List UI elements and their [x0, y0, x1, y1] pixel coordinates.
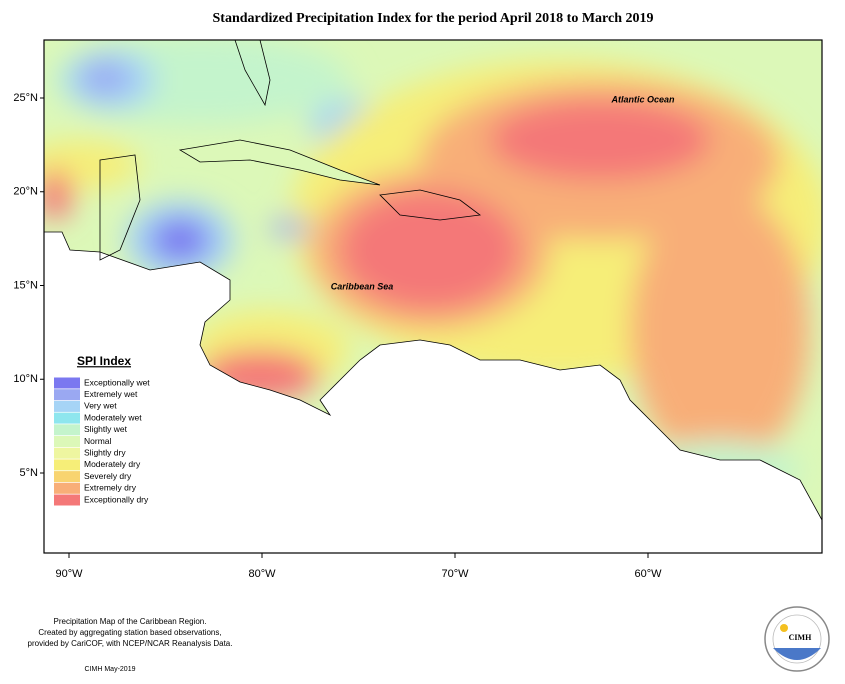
lon-tick-label: 90°W [55, 568, 83, 580]
legend: SPI Index Exceptionally wet Extremely wet… [54, 354, 150, 506]
legend-label: Extremely dry [84, 483, 137, 493]
legend-swatch [54, 436, 80, 447]
legend-label: Slightly wet [84, 424, 128, 434]
lat-tick-label: 15°N [13, 279, 38, 291]
footer-line: provided by CariCOF, with NCEP/NCAR Rean… [28, 639, 233, 648]
map-frame [43, 39, 823, 554]
footer-line: Precipitation Map of the Caribbean Regio… [54, 617, 207, 626]
lat-tick-label: 25°N [13, 92, 38, 104]
lat-tick-label: 20°N [13, 186, 38, 198]
legend-swatch [54, 389, 80, 401]
legend-label: Extremely wet [84, 389, 138, 399]
lat-tick-label: 10°N [13, 373, 38, 385]
legend-swatch [54, 459, 80, 471]
spi-field [44, 40, 822, 553]
lat-tick-label: 5°N [20, 467, 39, 479]
legend-label: Normal [84, 436, 112, 446]
legend-swatch [54, 447, 80, 459]
logo: CIMH [764, 606, 830, 672]
ocean-label: Atlantic Ocean [610, 94, 675, 104]
lon-tick-label: 60°W [634, 568, 662, 580]
lon-tick-label: 70°W [441, 568, 469, 580]
legend-swatch [54, 471, 80, 483]
lon-tick-label: 80°W [248, 568, 276, 580]
legend-swatch [54, 377, 80, 389]
footer-line: Created by aggregating station based obs… [38, 628, 221, 637]
legend-swatch [54, 424, 80, 436]
legend-swatch [54, 412, 80, 424]
legend-swatch [54, 482, 80, 494]
axes: 25°N 20°N 15°N 10°N 5°N 90°W 80°W 70°W 60°W [13, 92, 662, 580]
legend-label: Severely dry [84, 471, 132, 481]
legend-label: Slightly dry [84, 447, 126, 457]
sea-label: Caribbean Sea [331, 281, 394, 291]
legend-title: SPI Index [77, 354, 131, 368]
title: Standardized Precipitation Index for the… [213, 11, 654, 26]
legend-swatch [54, 494, 80, 506]
legend-label: Exceptionally wet [84, 377, 150, 387]
footer: Precipitation Map of the Caribbean Regio… [28, 617, 233, 673]
logo-text: CIMH [789, 633, 812, 642]
legend-label: Moderately dry [84, 459, 141, 469]
legend-label: Moderately wet [84, 412, 142, 422]
legend-label: Very wet [84, 401, 117, 411]
legend-swatch [54, 400, 80, 412]
legend-label: Exceptionally dry [84, 494, 149, 504]
footer-credit: CIMH May-2019 [85, 666, 136, 673]
